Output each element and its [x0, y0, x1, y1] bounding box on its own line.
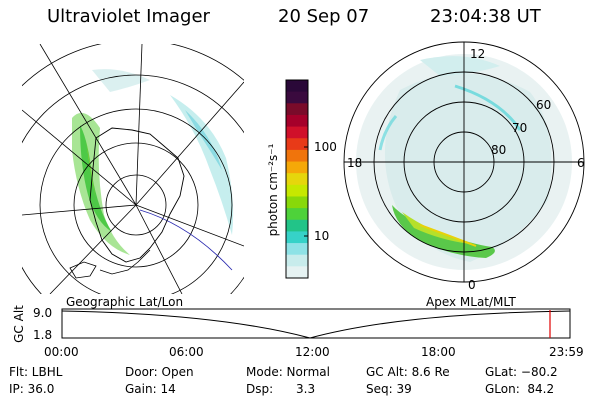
colorbar-frame: [285, 79, 309, 279]
left-panel-caption: Geographic Lat/Lon: [66, 295, 184, 309]
ip-value: IP: 36.0: [9, 382, 55, 396]
colorbar-segment: [286, 208, 308, 221]
colorbar-segment: [286, 138, 308, 151]
colorbar-segment: [286, 114, 308, 128]
mlat-label-80: 80: [491, 143, 507, 157]
colorbar-segment: [286, 231, 308, 244]
mlt-label-0: 0: [468, 278, 476, 292]
door-value: Door: Open: [125, 365, 194, 379]
dsp-value: Dsp: 3.3: [246, 382, 316, 396]
colorbar-segment: [286, 243, 308, 256]
antarctica-coastline: [89, 127, 185, 263]
altitude-tick-low: 1.8: [33, 328, 53, 342]
glat-value: GLat: −80.2: [485, 365, 558, 379]
mode-value: Mode: Normal: [246, 365, 330, 379]
glon-value: GLon: 84.2: [485, 382, 555, 396]
colorbar-segment: [286, 219, 308, 232]
colorbar-segment: [286, 149, 308, 163]
colorbar-segment: [286, 126, 308, 139]
gc-alt-value: GC Alt: 8.6 Re: [366, 365, 450, 379]
mlat-label-60: 60: [536, 98, 552, 112]
colorbar-segment: [286, 173, 308, 186]
colorbar-segment: [286, 91, 308, 104]
colorbar-tick-10: 10: [314, 229, 330, 243]
time-tick-1200: 12:00: [295, 345, 330, 359]
gain-value: Gain: 14: [125, 382, 176, 396]
aurora-dawn-band: [170, 95, 234, 235]
colorbar-segment: [286, 254, 308, 267]
time-tick-0600: 06:00: [169, 345, 204, 359]
colorbar-segment: [286, 161, 308, 174]
image-date: 20 Sep 07: [278, 6, 370, 27]
mlt-label-18: 18: [347, 156, 363, 170]
mlt-label-6: 6: [577, 156, 585, 170]
colorbar-segment: [286, 196, 308, 209]
aurora-oval: [392, 205, 495, 258]
mlat-label-70: 70: [512, 121, 528, 135]
altitude-tick-high: 9.0: [33, 306, 53, 320]
right-panel-caption: Apex MLat/MLT: [426, 295, 516, 309]
altitude-curve: [61, 310, 571, 339]
image-time: 23:04:38 UT: [430, 6, 541, 27]
time-tick-2359: 23:59: [549, 345, 584, 359]
colorbar-segment: [286, 103, 308, 116]
time-tick-1800: 18:00: [421, 345, 456, 359]
colorbar-segment: [286, 184, 308, 197]
colorbar-tick-100: 100: [314, 140, 337, 154]
time-tick-0000: 00:00: [44, 345, 79, 359]
mlt-label-12: 12: [470, 47, 486, 61]
altitude-axis-label: GC Alt: [12, 305, 26, 343]
instrument-title: Ultraviolet Imager: [47, 6, 210, 27]
sequence-value: Seq: 39: [366, 382, 412, 396]
colorbar-segment: [286, 80, 308, 93]
filter-value: Flt: LBHL: [9, 365, 63, 379]
colorbar-segment: [286, 266, 308, 279]
